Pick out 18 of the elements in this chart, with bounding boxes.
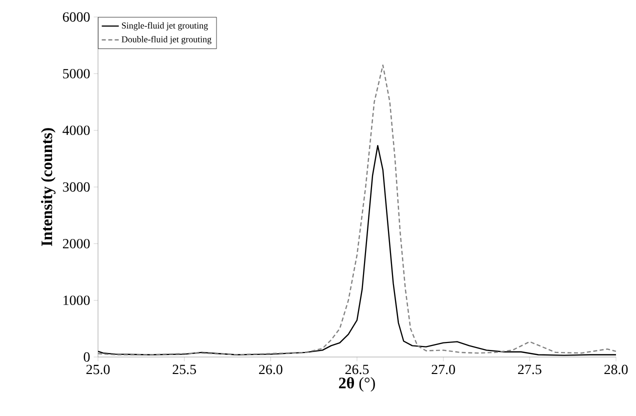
y-tick-label: 3000: [63, 182, 90, 192]
x-tick-label: 27.0: [432, 364, 456, 374]
x-tick-label: 28.0: [604, 364, 628, 374]
x-tick-label: 25.5: [172, 364, 196, 374]
x-tick-label: 25.0: [86, 364, 110, 374]
legend-label: Double-fluid jet grouting: [122, 36, 212, 44]
x-tick-label: 26.5: [345, 364, 369, 374]
x-axis-title: 2θ (°): [339, 377, 375, 392]
y-tick-label: 5000: [63, 68, 90, 78]
y-tick-label: 1000: [64, 296, 90, 306]
x-tick-label: 26.0: [259, 364, 282, 374]
legend-label: Single-fluid jet grouting: [122, 22, 208, 30]
y-tick-label: 0: [84, 352, 90, 362]
y-axis-title: Intensity (counts): [40, 128, 56, 246]
y-tick-label: 4000: [62, 126, 90, 136]
y-tick-label: 2000: [62, 238, 90, 248]
x-tick-label: 27.5: [518, 364, 542, 374]
y-tick-label: 6000: [62, 12, 90, 22]
